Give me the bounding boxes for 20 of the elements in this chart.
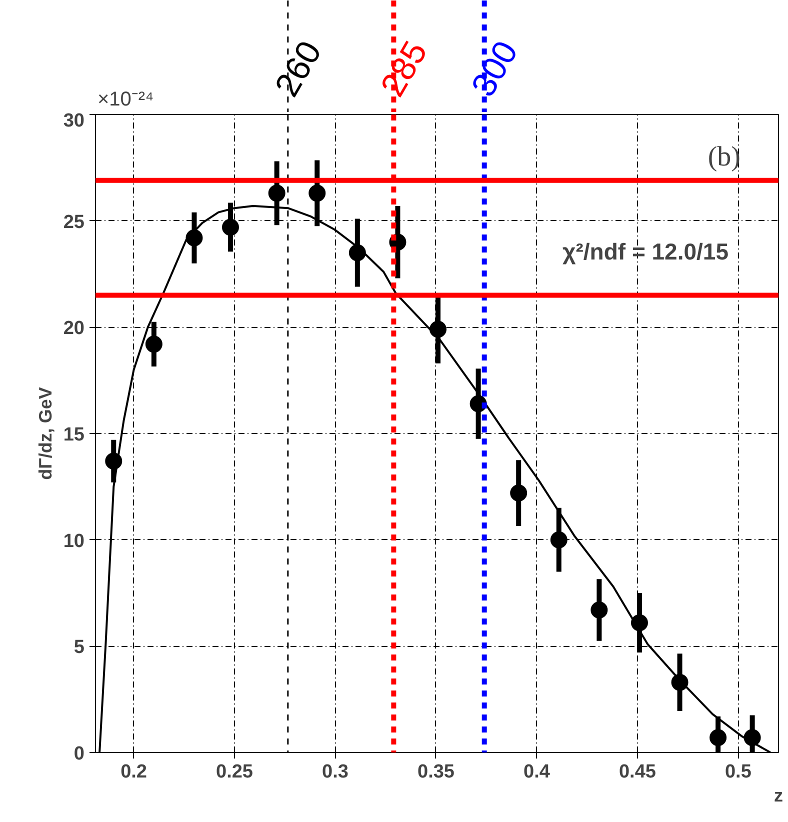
annotation: 260 — [268, 34, 330, 104]
x-tick-label: 0.35 — [418, 762, 455, 782]
text: ×10⁻²⁴ — [98, 88, 154, 110]
y-tick-label: 30 — [63, 110, 85, 132]
x-tick-label: 0.3 — [322, 762, 348, 782]
y-tick-label: 20 — [63, 318, 85, 340]
annotation: (b) — [708, 142, 741, 172]
x-axis-title: z — [774, 786, 783, 806]
y-tick-label: 10 — [63, 530, 85, 552]
x-tick-label: 0.4 — [524, 762, 550, 782]
x-tick-label: 0.2 — [120, 762, 147, 782]
x-tick-label: 0.5 — [725, 762, 752, 782]
annotation: χ²/ndf = 12.0/15 — [562, 238, 729, 264]
y-axis-title: dΓ/dz, GeV — [35, 387, 56, 480]
y-tick-label: 0 — [74, 744, 85, 764]
y-tick-label: 5 — [74, 637, 85, 658]
x-tick-label: 0.25 — [216, 762, 254, 782]
x-tick-label: 0.45 — [618, 762, 656, 782]
y-tick-label: 15 — [63, 424, 85, 446]
y-tick-label: 25 — [63, 212, 85, 233]
